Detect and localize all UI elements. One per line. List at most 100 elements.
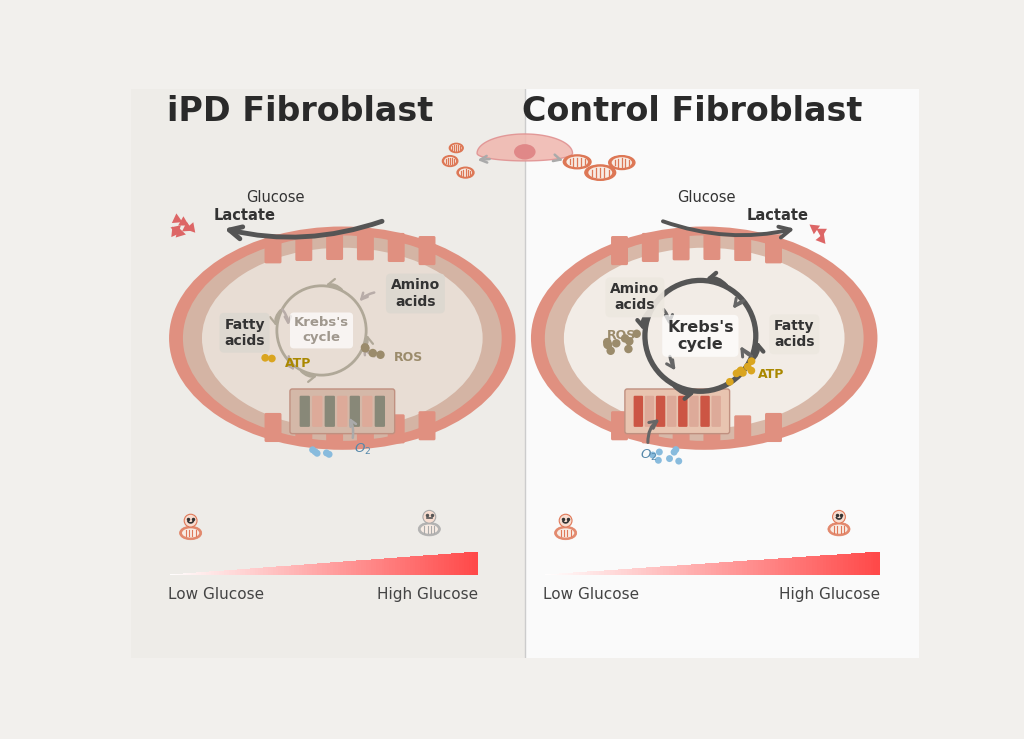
Bar [627, 569, 630, 574]
Ellipse shape [830, 525, 848, 534]
Circle shape [732, 370, 740, 377]
Bar [582, 572, 586, 574]
Bar [699, 564, 703, 574]
FancyBboxPatch shape [264, 413, 282, 442]
FancyBboxPatch shape [642, 233, 658, 262]
Bar [579, 572, 583, 574]
Bar [831, 555, 835, 574]
Bar [183, 573, 186, 574]
Bar [638, 568, 641, 574]
Circle shape [361, 344, 370, 353]
Bar [284, 566, 287, 574]
Bar [325, 563, 329, 574]
Text: Lactate: Lactate [214, 208, 275, 222]
Bar [585, 572, 588, 574]
Bar [457, 553, 460, 574]
Circle shape [559, 514, 572, 527]
Circle shape [603, 341, 611, 349]
Bar [425, 555, 429, 574]
Bar [683, 565, 686, 574]
Ellipse shape [169, 227, 515, 450]
Bar [674, 565, 678, 574]
Bar [706, 563, 709, 574]
Bar [817, 556, 821, 574]
FancyBboxPatch shape [655, 396, 666, 427]
Bar [657, 567, 662, 574]
Bar [361, 560, 365, 574]
Bar [268, 567, 271, 574]
Polygon shape [477, 134, 572, 161]
FancyBboxPatch shape [625, 389, 730, 434]
Bar [350, 561, 354, 574]
Bar [418, 556, 421, 574]
Circle shape [603, 338, 611, 347]
Bar [696, 564, 700, 574]
Bar [669, 566, 673, 574]
Bar [570, 573, 574, 574]
Bar [590, 571, 594, 574]
Bar [725, 562, 728, 574]
FancyBboxPatch shape [673, 416, 689, 445]
Bar [194, 573, 197, 574]
Bar [744, 561, 748, 574]
Text: Low Glucose: Low Glucose [168, 587, 263, 602]
Circle shape [673, 446, 679, 453]
Bar [474, 551, 478, 574]
Bar [680, 565, 683, 574]
Circle shape [633, 330, 641, 338]
Bar [459, 553, 463, 574]
FancyBboxPatch shape [712, 396, 721, 427]
Ellipse shape [421, 525, 438, 534]
Bar [234, 570, 238, 574]
FancyBboxPatch shape [295, 232, 312, 261]
Bar [672, 565, 675, 574]
FancyBboxPatch shape [357, 231, 374, 260]
FancyBboxPatch shape [611, 411, 628, 440]
FancyBboxPatch shape [290, 389, 394, 434]
Bar [428, 555, 431, 574]
Ellipse shape [451, 144, 462, 151]
Ellipse shape [182, 528, 200, 537]
Bar [307, 564, 310, 574]
Bar [317, 563, 321, 574]
Bar [243, 569, 246, 574]
Circle shape [675, 457, 682, 465]
Text: Control Fibroblast: Control Fibroblast [522, 95, 863, 128]
Bar [643, 568, 647, 574]
Bar [873, 552, 877, 574]
Ellipse shape [531, 227, 878, 450]
Bar [753, 560, 757, 574]
Bar [618, 569, 622, 574]
FancyBboxPatch shape [337, 396, 347, 427]
Bar [828, 555, 833, 574]
Text: Krebs's
cycle: Krebs's cycle [294, 316, 349, 344]
FancyBboxPatch shape [734, 415, 752, 444]
Text: Fatty
acids: Fatty acids [224, 318, 265, 348]
Bar [340, 562, 344, 574]
Bar [377, 559, 380, 574]
Bar [719, 562, 723, 574]
Ellipse shape [179, 526, 202, 539]
Bar [820, 556, 823, 574]
Ellipse shape [444, 157, 456, 166]
Bar [562, 573, 565, 574]
Bar [786, 558, 791, 574]
Circle shape [360, 343, 370, 352]
Circle shape [655, 449, 663, 455]
Bar [224, 571, 227, 574]
Bar [775, 559, 779, 574]
Bar [436, 554, 439, 574]
Ellipse shape [514, 144, 536, 160]
Bar [292, 565, 295, 574]
Bar [372, 559, 375, 574]
Text: ATP: ATP [758, 368, 784, 381]
Bar [309, 564, 312, 574]
FancyBboxPatch shape [388, 415, 404, 443]
Bar [577, 572, 580, 574]
Bar [255, 568, 259, 574]
FancyBboxPatch shape [300, 396, 310, 427]
Ellipse shape [585, 165, 615, 180]
FancyBboxPatch shape [312, 396, 323, 427]
Bar [649, 568, 652, 574]
Ellipse shape [457, 167, 474, 178]
